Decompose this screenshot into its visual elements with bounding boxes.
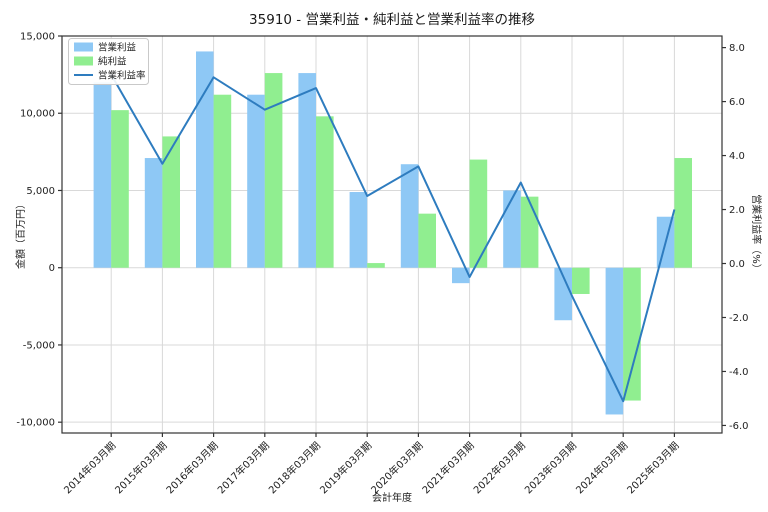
x-tick-label: 2016年03月期: [163, 439, 220, 496]
net-profit-bar: [623, 267, 641, 401]
left-tick-label: 15,000: [20, 32, 55, 43]
legend-label: 営業利益: [98, 42, 137, 54]
legend-label: 営業利益率: [98, 70, 146, 82]
net-profit-bar: [316, 116, 334, 268]
legend-item: 営業利益: [74, 42, 137, 54]
x-tick-label: 2024年03月期: [573, 439, 630, 496]
right-axis: 8.0 6.0 4.0 2.0 0.0 -2.0 -4.0 -6.0: [722, 43, 749, 432]
net-profit-bar: [111, 110, 129, 268]
left-y-axis-label: 金額（百万円）: [14, 199, 27, 269]
net-profit-bar: [264, 73, 283, 268]
operating-profit-bars: [93, 51, 675, 415]
left-axis: 15,000 10,000 5,000 0 -5,000 -10,000: [16, 32, 62, 429]
net-profit-bar: [367, 263, 385, 268]
left-tick-label: -10,000: [16, 418, 55, 429]
x-tick-label: 2023年03月期: [522, 439, 579, 496]
operating-profit-bar: [400, 164, 419, 268]
x-tick-label: 2018年03月期: [266, 439, 323, 496]
x-tick-label: 2017年03月期: [215, 439, 272, 496]
right-tick-label: -4.0: [729, 367, 749, 378]
net-profit-bar: [674, 158, 692, 268]
legend-label: 純利益: [98, 56, 127, 68]
right-tick-label: -6.0: [729, 421, 749, 432]
left-tick-label: -5,000: [23, 340, 55, 351]
net-profit-bar: [418, 213, 436, 268]
operating-profit-bar: [144, 158, 163, 268]
operating-profit-bar: [349, 192, 368, 268]
left-tick-label: 10,000: [20, 109, 55, 120]
left-tick-label: 0: [49, 263, 55, 274]
net-profit-bars: [111, 73, 692, 401]
chart-title: 35910 - 営業利益・純利益と営業利益率の推移: [249, 12, 535, 28]
operating-profit-bar: [247, 94, 265, 268]
net-profit-bar: [572, 267, 590, 294]
right-tick-label: 8.0: [729, 43, 745, 54]
operating-profit-bar: [554, 267, 572, 321]
operating-margin-line: [110, 74, 676, 403]
x-axis: 2014年03月期2015年03月期2016年03月期2017年03月期2018…: [61, 433, 682, 496]
x-tick-label: 2014年03月期: [61, 439, 118, 496]
operating-profit-bar: [298, 73, 316, 268]
x-tick-label: 2021年03月期: [419, 439, 476, 496]
operating-profit-bar: [196, 51, 214, 268]
right-tick-label: 2.0: [729, 205, 745, 216]
net-profit-bar: [213, 94, 232, 268]
x-axis-label: 会計年度: [372, 491, 412, 504]
net-profit-bar: [162, 136, 180, 268]
right-tick-label: 4.0: [729, 151, 745, 162]
x-tick-label: 2019年03月期: [317, 439, 374, 496]
net-profit-bar: [520, 196, 539, 268]
net-profit-bar: [469, 159, 488, 268]
legend-item: 純利益: [74, 56, 127, 68]
right-y-axis-label: 営業利益率（%）: [750, 194, 763, 274]
right-tick-label: 6.0: [729, 97, 745, 108]
left-tick-label: 5,000: [26, 186, 55, 197]
legend-item: 営業利益率: [74, 70, 146, 82]
x-tick-label: 2025年03月期: [624, 439, 681, 496]
operating-profit-bar: [605, 267, 624, 415]
net-profit-swatch: [74, 56, 93, 66]
x-tick-label: 2022年03月期: [471, 439, 528, 496]
operating-profit-swatch: [74, 42, 93, 52]
right-tick-label: 0.0: [729, 259, 745, 270]
x-tick-label: 2020年03月期: [368, 439, 425, 496]
operating-profit-bar: [503, 190, 521, 268]
axes-spines: [61, 35, 723, 434]
x-tick-label: 2015年03月期: [112, 439, 169, 496]
right-tick-label: -2.0: [729, 313, 749, 324]
operating-profit-bar: [93, 82, 112, 268]
operating-profit-bar: [452, 267, 470, 284]
